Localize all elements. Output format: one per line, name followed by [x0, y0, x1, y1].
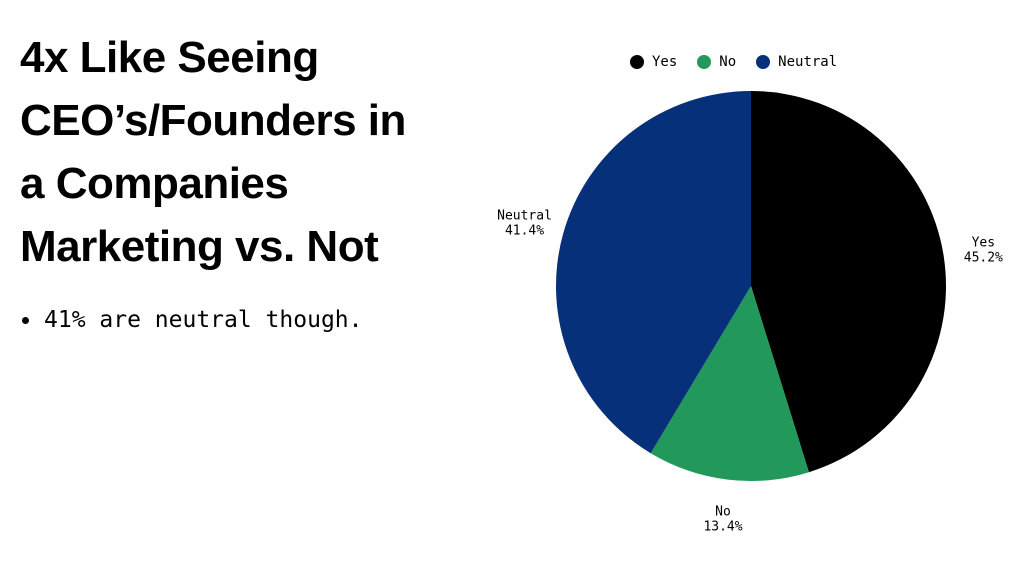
legend-label: No — [719, 54, 737, 70]
title-line: CEO’s/Founders in — [20, 96, 406, 145]
legend-item-neutral: Neutral — [756, 54, 837, 70]
legend-label: Neutral — [778, 54, 838, 70]
title-line: Marketing vs. Not — [20, 222, 379, 271]
title-line: 4x Like Seeing — [20, 33, 319, 82]
bullet-item: 41% are neutral though. — [22, 304, 363, 336]
bullet-text: 41% are neutral though. — [44, 307, 363, 333]
legend-swatch-icon — [756, 55, 771, 69]
slice-label-no: No 13.4% — [703, 504, 742, 534]
pie-slice-neutral — [555, 91, 751, 454]
legend-swatch-icon — [697, 55, 712, 69]
pie-slice-yes — [751, 91, 946, 473]
slice-label-yes: Yes 45.2% — [964, 236, 1003, 266]
slice-label-neutral: Neutral 41.4% — [497, 208, 552, 238]
legend-label: Yes — [652, 54, 678, 70]
legend-swatch-icon — [630, 55, 644, 69]
bullet-list: 41% are neutral though. — [22, 304, 363, 336]
pie-slice-no — [650, 286, 809, 481]
chart-legend: Yes No Neutral — [630, 54, 857, 70]
slide-title: 4x Like Seeing CEO’s/Founders in a Compa… — [20, 26, 500, 278]
title-line: a Companies — [20, 159, 289, 208]
legend-item-no: No — [697, 54, 736, 70]
bullet-icon — [22, 316, 29, 324]
legend-item-yes: Yes — [630, 54, 677, 70]
